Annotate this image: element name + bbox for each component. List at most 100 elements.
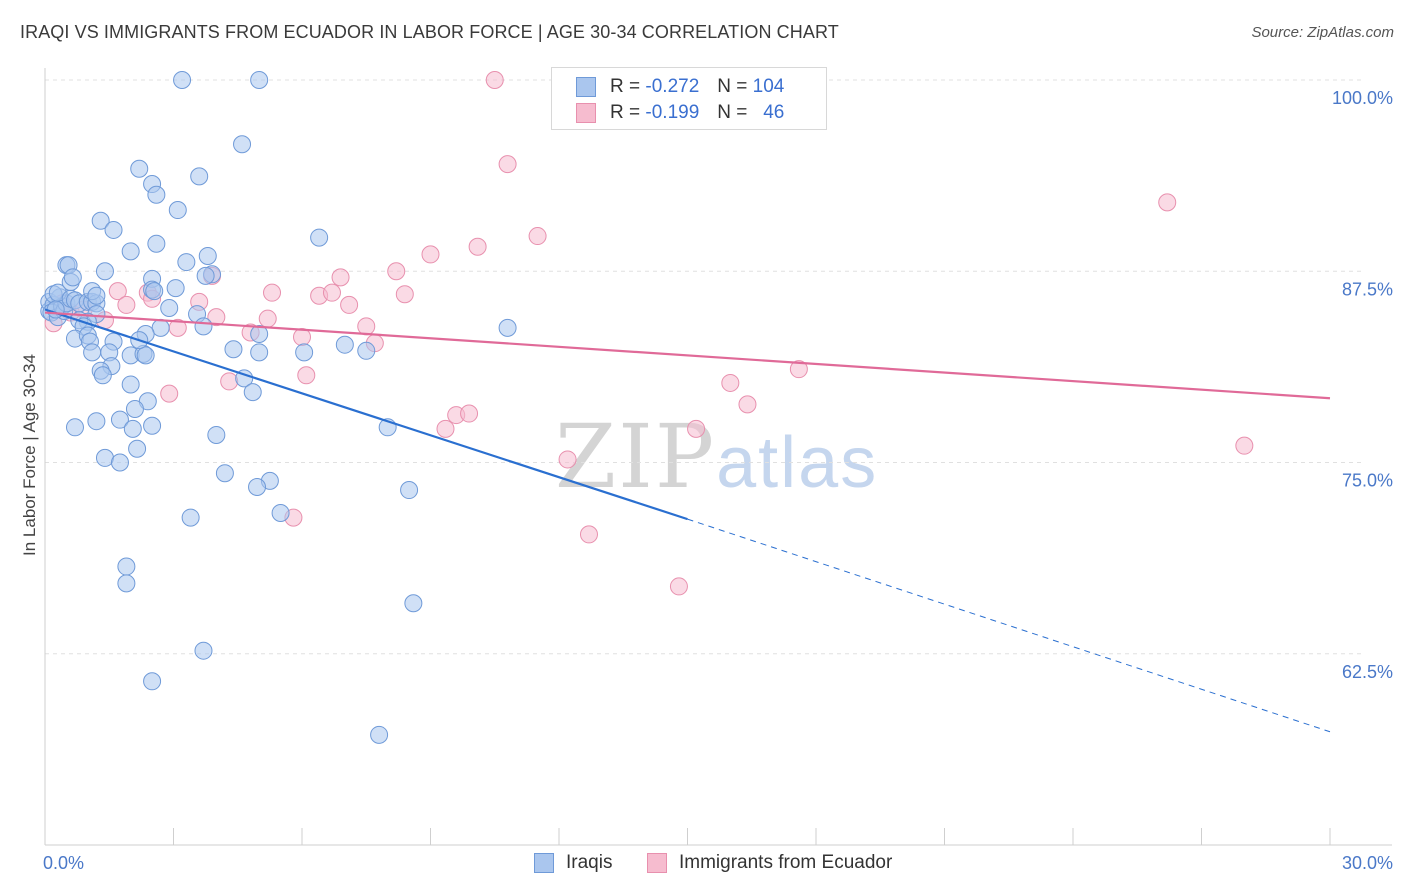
iraqi-point (125, 399, 144, 418)
ecuador-point (669, 577, 688, 596)
ecuador-point (528, 227, 547, 246)
iraqi-point (121, 242, 140, 261)
iraqi-point (498, 318, 517, 337)
ecuador-point (108, 282, 127, 301)
iraqi-trend-extension (687, 518, 1331, 733)
iraqi-point (93, 366, 112, 385)
ecuador-point (258, 309, 277, 328)
iraqi-point (177, 253, 196, 272)
iraqi-point (95, 262, 114, 281)
iraqi-trend-line (44, 308, 688, 521)
iraqi-point (400, 481, 419, 500)
iraqi-point (404, 594, 423, 613)
legend-swatch-iraqis (576, 77, 596, 97)
watermark-zip: ZIP (555, 405, 717, 508)
x-tick-label: 30.0% (1342, 853, 1393, 873)
ecuador-trend-line (44, 311, 1331, 400)
iraqi-point (104, 220, 123, 239)
ecuador-point (220, 372, 239, 391)
iraqi-point (181, 508, 200, 527)
y-tick-label: 87.5% (1342, 279, 1393, 299)
legend-row-iraqis: R = -0.272 N = 104 (576, 74, 784, 100)
iraqi-point (143, 672, 162, 691)
legend-r-value-ecuador: -0.199 (645, 102, 700, 123)
ecuador-point (498, 155, 517, 174)
iraqi-point (198, 246, 217, 265)
bottom-legend-swatch-ecuador (647, 853, 667, 873)
iraqi-point (295, 343, 314, 362)
bottom-legend-iraqis[interactable]: Iraqis (534, 852, 612, 874)
y-tick-label: 100.0% (1332, 88, 1393, 108)
iraqi-point (83, 343, 102, 362)
iraqi-point (250, 324, 269, 343)
source-credit: Source: ZipAtlas.com (1251, 24, 1394, 41)
iraqi-point (250, 71, 269, 89)
iraqi-point (63, 268, 82, 287)
iraqi-point (87, 286, 106, 305)
trend-lines (44, 308, 1331, 733)
iraqi-point (168, 201, 187, 220)
iraqi-point (190, 167, 209, 186)
iraqi-point (250, 343, 269, 362)
ecuador-point (558, 450, 577, 469)
iraqi-point (117, 574, 136, 593)
y-tick-label: 75.0% (1342, 471, 1393, 491)
iraqi-points (40, 71, 517, 744)
ecuador-point (297, 366, 316, 385)
iraqi-point (357, 341, 376, 360)
watermark: ZIPatlas (555, 405, 878, 508)
x-tick-label: 0.0% (43, 853, 84, 873)
iraqi-point (166, 279, 185, 298)
iraqi-point (136, 346, 155, 365)
legend-n-label: N = (717, 76, 748, 97)
ecuador-point (460, 404, 479, 423)
bottom-legend-swatch-iraqis (534, 853, 554, 873)
legend-r-label: R = (610, 102, 641, 123)
iraqi-point (248, 477, 267, 496)
iraqi-point (91, 211, 110, 230)
ecuador-point (207, 308, 226, 327)
ecuador-point (421, 245, 440, 264)
axis-labels: 100.0% 87.5% 75.0% 62.5% 0.0% 30.0% In Labor F… (20, 88, 1393, 873)
legend-n-value-iraqis: 104 (752, 76, 785, 97)
ecuador-point (322, 283, 341, 302)
bottom-legend-label-ecuador: Immigrants from Ecuador (679, 852, 893, 873)
ecuador-point (721, 373, 740, 392)
iraqi-point (160, 298, 179, 317)
iraqi-point (130, 159, 149, 178)
legend-row-ecuador: R = -0.199 N = 46 (576, 100, 784, 126)
iraqi-point (335, 335, 354, 354)
ecuador-point (160, 384, 179, 403)
ecuador-point (1158, 193, 1177, 212)
ecuador-point (395, 285, 414, 304)
iraqi-point (173, 71, 192, 89)
correlation-legend: R = -0.272 N = 104 R = -0.199 N = 46 (551, 67, 827, 130)
bottom-legend-ecuador[interactable]: Immigrants from Ecuador (647, 852, 892, 874)
axes (44, 68, 1392, 846)
iraqi-point (121, 375, 140, 394)
ecuador-point (357, 317, 376, 336)
iraqi-point (110, 410, 129, 429)
iraqi-point (310, 228, 329, 247)
legend-n-value-ecuador: 46 (763, 102, 785, 123)
iraqi-point (233, 135, 252, 154)
legend-r-value-iraqis: -0.272 (645, 76, 700, 97)
ecuador-point (468, 237, 487, 256)
ecuador-point (263, 283, 282, 302)
bottom-legend-label-iraqis: Iraqis (566, 852, 613, 873)
gridlines (45, 79, 1365, 655)
ecuador-point (1235, 436, 1254, 455)
ecuador-point (340, 295, 359, 314)
iraqi-point (215, 464, 234, 483)
ecuador-point (738, 395, 757, 414)
ecuador-point (387, 262, 406, 281)
chart-title: IRAQI VS IMMIGRANTS FROM ECUADOR IN LABO… (20, 22, 839, 42)
ecuador-points (44, 71, 1254, 596)
iraqi-point (151, 318, 170, 337)
iraqi-point (194, 641, 213, 660)
iraqi-point (87, 412, 106, 431)
ecuador-point (117, 295, 136, 314)
iraqi-point (196, 266, 215, 285)
legend-swatch-ecuador (576, 103, 596, 123)
